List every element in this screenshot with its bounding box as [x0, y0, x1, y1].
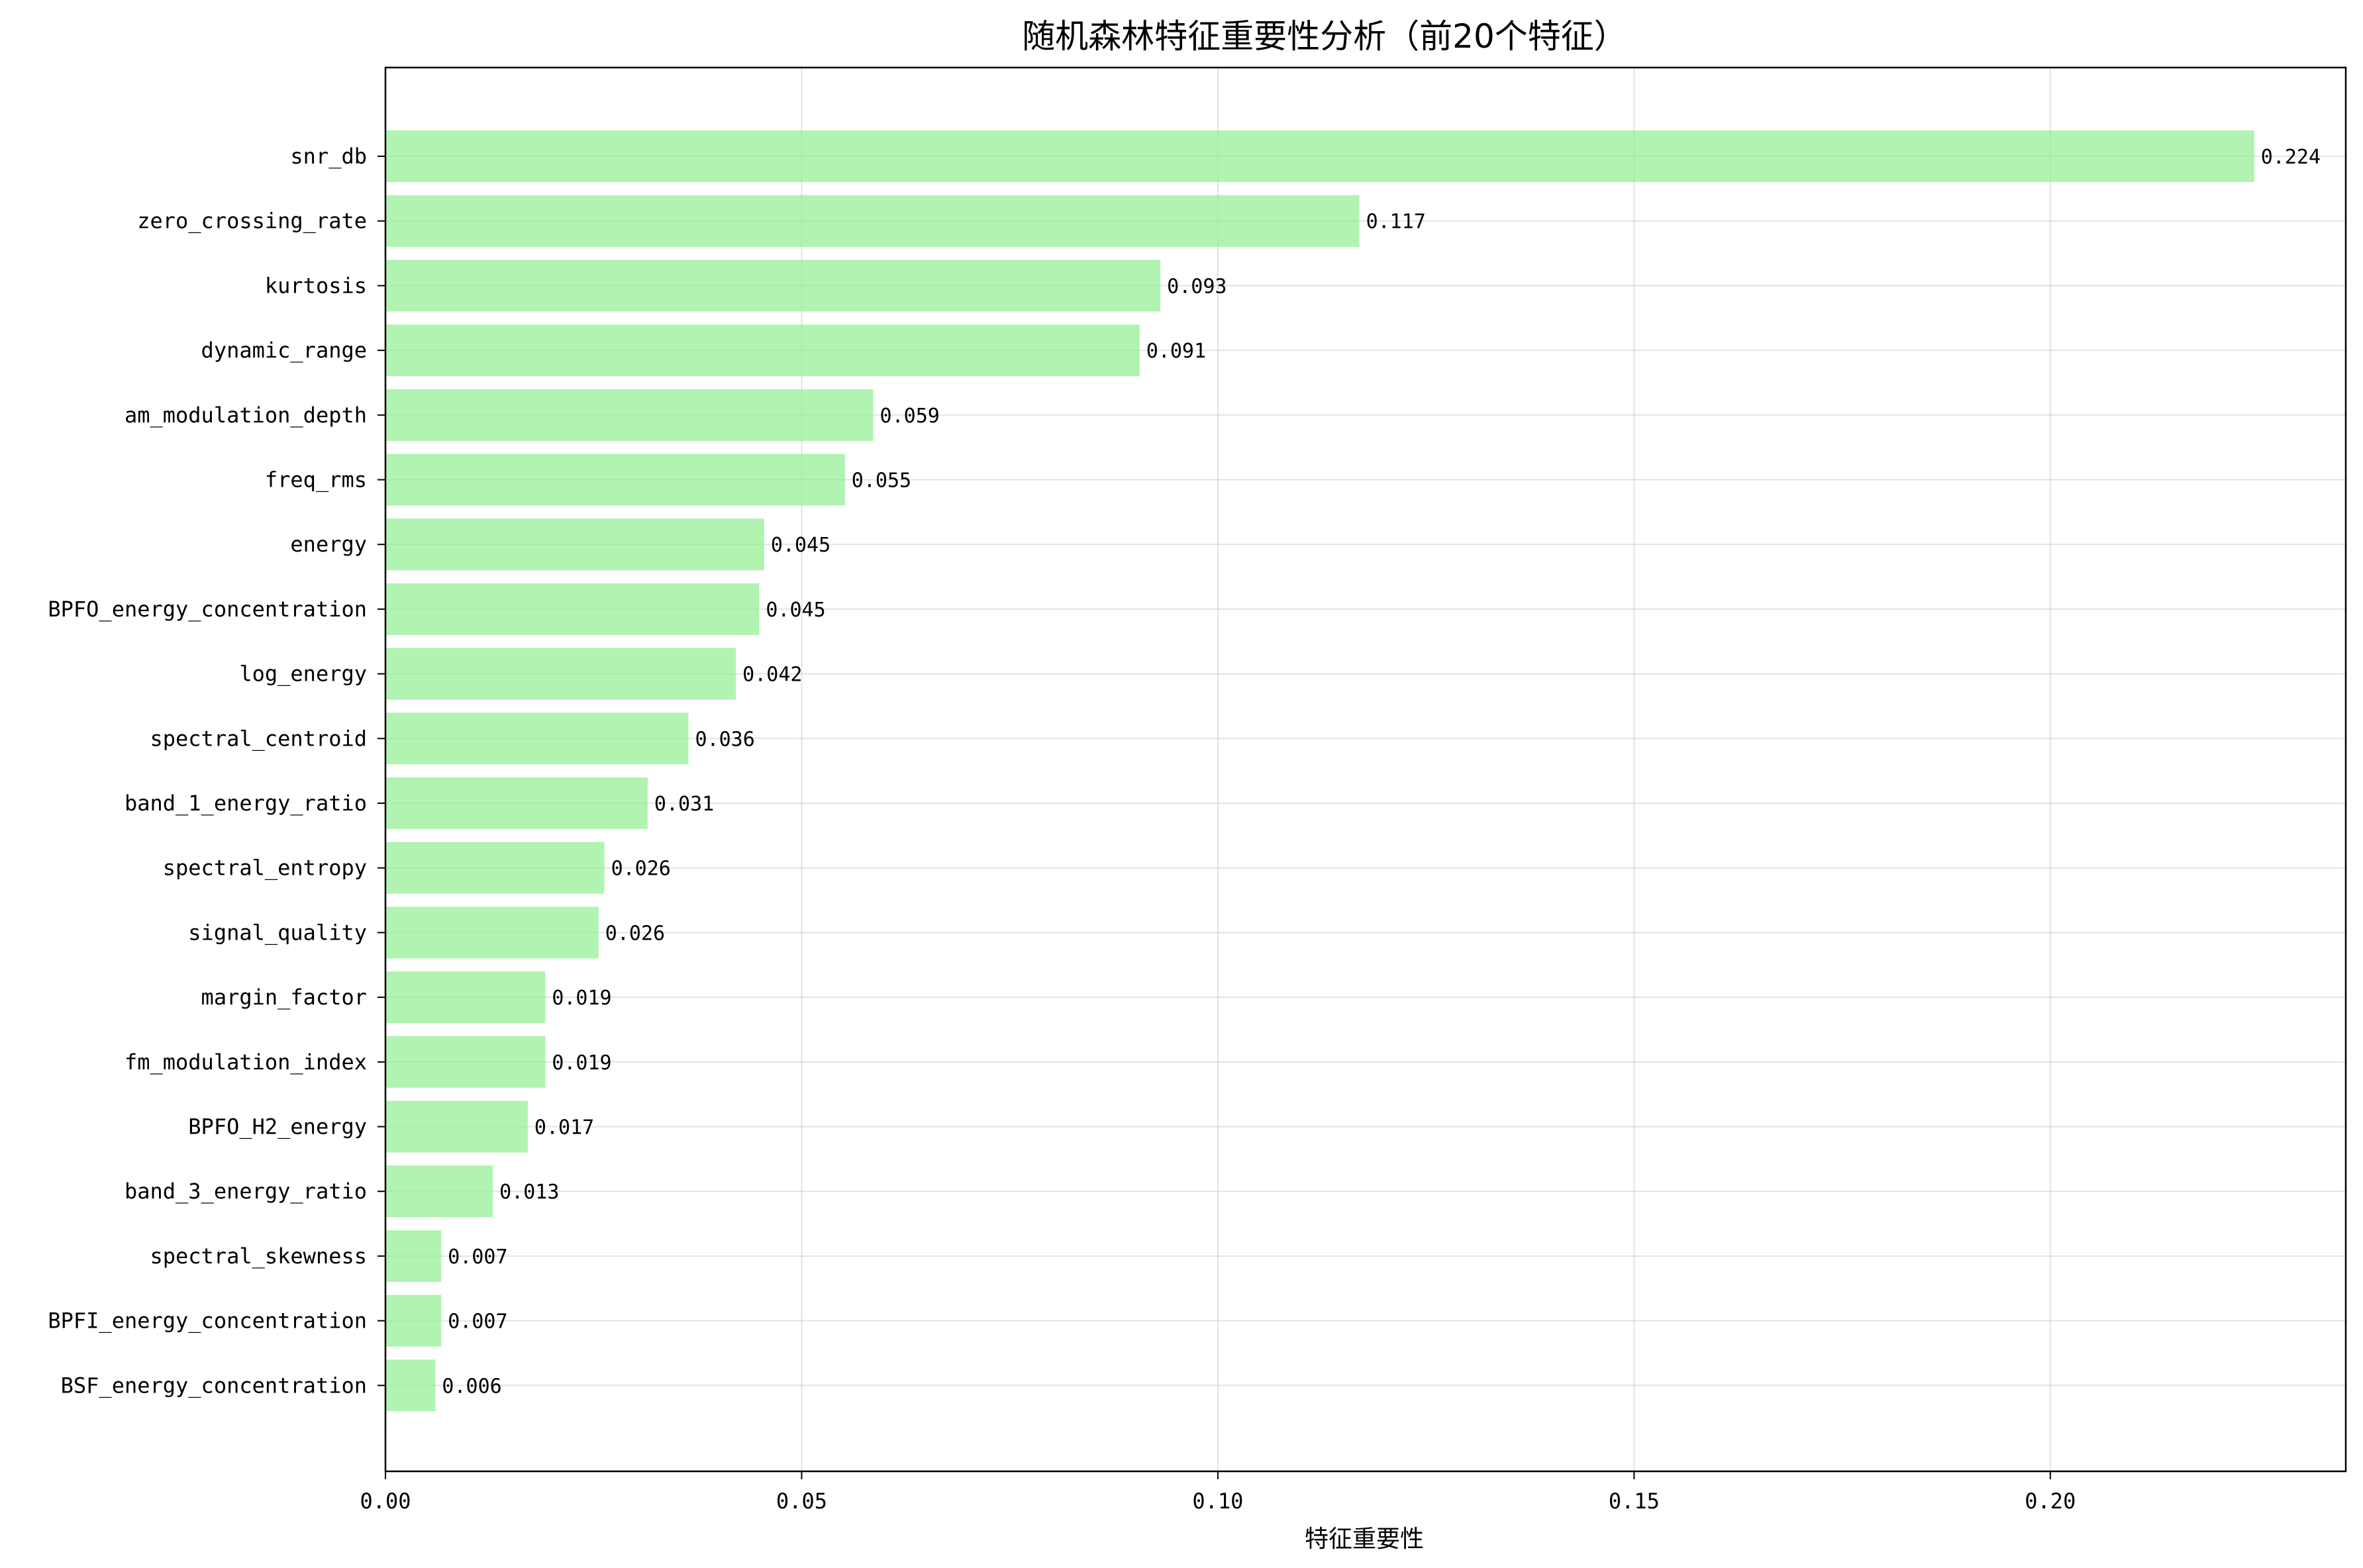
- bar: [385, 130, 2254, 182]
- bar-value-label: 0.026: [611, 858, 671, 881]
- bar-value-label: 0.013: [499, 1181, 559, 1204]
- y-tick-label: am_modulation_depth: [125, 403, 367, 428]
- bar: [385, 1165, 493, 1218]
- y-tick-label: spectral_entropy: [163, 856, 367, 881]
- axes-layer: [377, 66, 2347, 1479]
- bar: [385, 518, 764, 571]
- bar: [385, 260, 1161, 312]
- y-tick-label: band_1_energy_ratio: [125, 791, 367, 816]
- bar-value-label: 0.045: [766, 599, 825, 622]
- bar: [385, 712, 689, 765]
- bars-layer: [385, 130, 2254, 1412]
- bar-value-label: 0.224: [2261, 146, 2321, 169]
- y-tick-label: kurtosis: [265, 273, 367, 298]
- y-tick-label: zero_crossing_rate: [137, 209, 367, 234]
- bar-value-label: 0.007: [448, 1246, 507, 1269]
- bar-value-label: 0.091: [1146, 340, 1206, 363]
- y-tick-label: margin_factor: [201, 985, 367, 1010]
- bar-value-label: 0.055: [852, 469, 911, 493]
- bar: [385, 1359, 436, 1412]
- x-tick-label: 0.10: [1192, 1489, 1243, 1514]
- bar-value-label: 0.031: [654, 793, 714, 816]
- bar-value-label: 0.036: [695, 728, 755, 751]
- y-tick-label: snr_db: [290, 144, 367, 169]
- x-axis-label: 特征重要性: [1305, 1526, 1424, 1553]
- x-tick-label: 0.15: [1609, 1489, 1660, 1514]
- y-tick-label: band_3_energy_ratio: [125, 1179, 367, 1204]
- bar: [385, 971, 546, 1024]
- bar-value-label: 0.045: [771, 534, 830, 557]
- y-tick-label: spectral_skewness: [150, 1244, 367, 1269]
- bar: [385, 324, 1140, 377]
- x-tick-label: 0.05: [776, 1489, 827, 1514]
- bar: [385, 1295, 442, 1347]
- y-tick-label: fm_modulation_index: [125, 1050, 367, 1075]
- y-tick-label: BSF_energy_concentration: [61, 1373, 367, 1398]
- y-tick-label: signal_quality: [188, 920, 367, 945]
- bar-value-label: 0.019: [552, 1052, 611, 1075]
- y-tick-label: freq_rms: [265, 467, 367, 493]
- bar: [385, 454, 845, 506]
- y-tick-label: dynamic_range: [201, 338, 367, 363]
- bar: [385, 777, 648, 829]
- bar: [385, 583, 760, 635]
- bar-value-label: 0.007: [448, 1310, 507, 1334]
- y-tick-label: log_energy: [239, 662, 367, 687]
- x-tick-label: 0.20: [2025, 1489, 2076, 1514]
- y-tick-label: BPFO_H2_energy: [188, 1114, 367, 1140]
- bar: [385, 195, 1360, 247]
- bar: [385, 1101, 528, 1153]
- bar-value-label: 0.006: [442, 1375, 501, 1398]
- bar: [385, 1230, 442, 1282]
- bar-value-label: 0.017: [534, 1116, 594, 1140]
- bar: [385, 842, 605, 894]
- bar-value-label: 0.059: [880, 405, 940, 428]
- bar: [385, 906, 599, 959]
- bar: [385, 1036, 546, 1088]
- bar-value-label: 0.042: [742, 663, 802, 687]
- bar-value-label: 0.019: [552, 987, 611, 1010]
- y-tick-label: BPFI_energy_concentration: [48, 1308, 367, 1334]
- bar-value-label: 0.026: [605, 922, 665, 945]
- chart-title: 随机森林特征重要性分析（前20个特征）: [1022, 17, 1627, 56]
- x-tick-label: 0.00: [360, 1489, 411, 1514]
- bar: [385, 648, 736, 700]
- y-tick-label: energy: [290, 532, 367, 557]
- bar: [385, 389, 874, 441]
- bar-value-label: 0.093: [1167, 275, 1227, 298]
- plot-frame: [384, 66, 2347, 1473]
- y-tick-label: spectral_centroid: [150, 726, 367, 751]
- labels-layer: 0.224 snr_db 0.117 zero_crossing_rate 0.093 k…: [48, 144, 2321, 1514]
- y-tick-label: BPFO_energy_concentration: [48, 597, 367, 622]
- bar-value-label: 0.117: [1366, 211, 1426, 234]
